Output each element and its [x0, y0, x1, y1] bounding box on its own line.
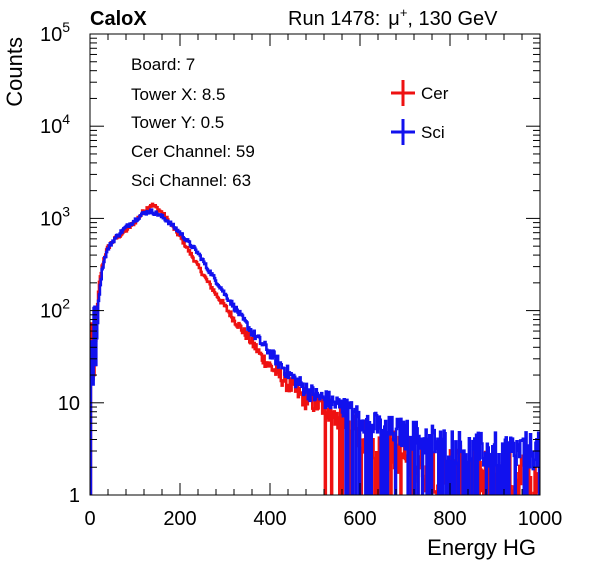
- info-tower-y: Tower Y: 0.5: [131, 113, 224, 132]
- x-tick-label: 800: [433, 508, 466, 530]
- y-tick-label: 105: [40, 19, 70, 46]
- plot-frame: [89, 33, 541, 496]
- legend-cer-marker: [391, 80, 415, 106]
- y-tick-label: 104: [40, 111, 70, 138]
- info-cer-channel: Cer Channel: 59: [131, 142, 255, 161]
- info-sci-channel: Sci Channel: 63: [131, 171, 251, 190]
- x-tick-label: 200: [163, 508, 196, 530]
- legend-cer-label: Cer: [421, 84, 449, 103]
- header-run: Run 1478:: [288, 8, 380, 30]
- info-box: Board: 7 Tower X: 8.5 Tower Y: 0.5 Cer C…: [131, 55, 255, 190]
- header-particle-charge: +: [400, 5, 408, 20]
- x-tick-label: 1000: [518, 508, 563, 530]
- y-tick-label: 103: [40, 203, 70, 230]
- y-tick-label: 1: [69, 485, 80, 507]
- header-run-label: Run 1478: μ+, 130 GeV: [288, 5, 498, 30]
- series-layer: [90, 202, 540, 495]
- header-energy: , 130 GeV: [407, 8, 498, 30]
- ticks-layer: 0 200 400 600 800 1000 1 10 102 103 104 105: [40, 19, 562, 530]
- y-axis-label: Counts: [2, 37, 27, 107]
- x-tick-label: 0: [84, 508, 95, 530]
- legend-sci-marker: [391, 119, 415, 145]
- info-tower-x: Tower X: 8.5: [131, 85, 226, 104]
- y-tick-label: 10: [58, 393, 80, 415]
- x-tick-label: 600: [343, 508, 376, 530]
- header-experiment-label: CaloX: [90, 8, 147, 30]
- x-tick-label: 400: [253, 508, 286, 530]
- legend-sci-label: Sci: [421, 123, 445, 142]
- info-board: Board: 7: [131, 55, 195, 74]
- x-axis-label: Energy HG: [427, 535, 536, 560]
- series-sci-line: [90, 208, 540, 495]
- header-particle: μ: [388, 8, 400, 30]
- legend: Cer Sci: [391, 80, 449, 145]
- y-tick-label: 102: [40, 296, 70, 323]
